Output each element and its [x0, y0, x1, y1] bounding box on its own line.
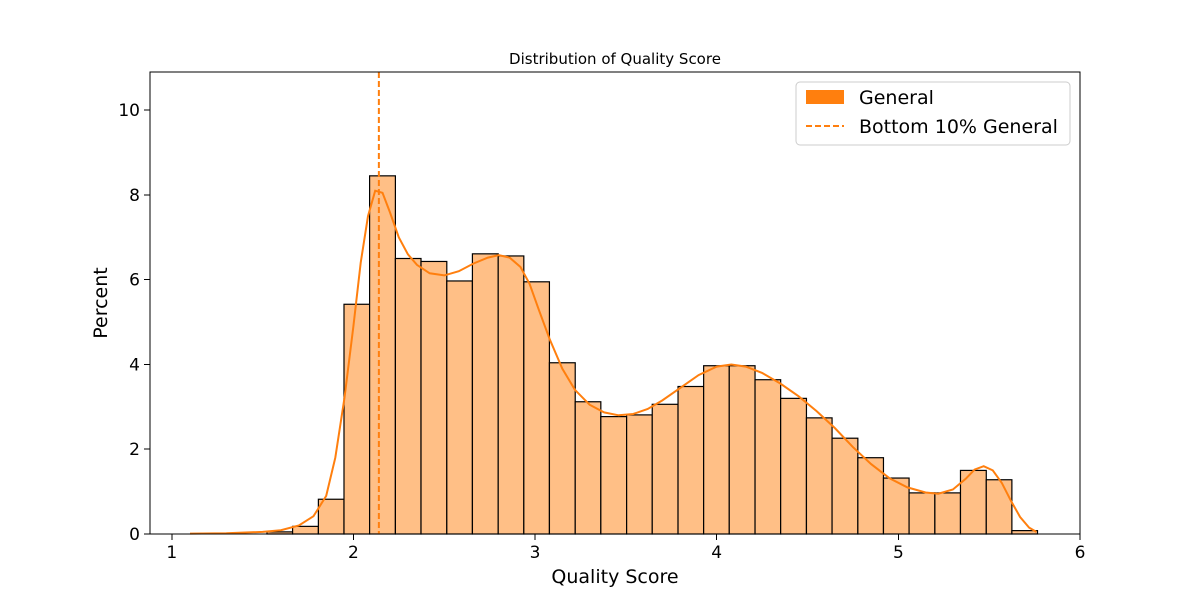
y-tick-label: 6: [129, 271, 140, 291]
histogram-bar: [985, 479, 1013, 535]
histogram-bar: [574, 401, 602, 535]
histogram-bar: [369, 175, 396, 535]
histogram-bar: [343, 303, 371, 535]
y-tick-label: 0: [129, 525, 140, 545]
histogram-bar: [677, 385, 705, 535]
x-axis-ticks: 1 2 3 4 5 6: [166, 534, 1085, 563]
histogram-bar: [703, 365, 730, 535]
legend-box: [795, 81, 1071, 146]
histogram-bar: [497, 255, 525, 535]
histogram-bar: [857, 457, 885, 535]
legend-label-bottom-10: Bottom 10% General: [859, 116, 1058, 138]
histogram-bars: [266, 175, 1039, 535]
y-tick-label: 10: [118, 101, 140, 121]
y-tick-label: 4: [129, 355, 140, 375]
y-tick-label: 8: [129, 186, 140, 206]
histogram-bar: [728, 365, 756, 535]
y-axis-label: Percent: [90, 267, 112, 339]
kde-curve-group: [189, 189, 1037, 535]
x-tick-label: 3: [530, 543, 541, 563]
kde-curve: [189, 189, 1037, 535]
histogram-bar: [908, 492, 936, 535]
x-tick-label: 1: [166, 543, 177, 563]
histogram-bar: [805, 417, 833, 535]
plot-frame: [149, 71, 1081, 535]
histogram-bar: [934, 492, 962, 535]
histogram-bar: [446, 280, 474, 535]
y-axis-ticks: 0 2 4 6 8 10: [118, 101, 150, 545]
histogram-bar: [523, 281, 551, 535]
x-tick-label: 6: [1075, 543, 1086, 563]
x-tick-label: 4: [711, 543, 722, 563]
legend-swatch-general: [806, 90, 844, 104]
histogram-bar: [548, 362, 576, 535]
histogram-bar: [754, 379, 782, 535]
legend-label-general: General: [859, 87, 934, 109]
histogram-bar: [626, 414, 653, 535]
histogram-bar: [471, 253, 499, 535]
y-tick-label: 2: [129, 440, 140, 460]
histogram-bar: [780, 397, 808, 535]
x-axis-label: Quality Score: [551, 566, 678, 588]
legend: General Bottom 10% General: [795, 81, 1071, 146]
chart-title: Distribution of Quality Score: [509, 50, 721, 68]
x-tick-label: 5: [893, 543, 904, 563]
histogram-bar: [651, 403, 679, 535]
histogram-bar: [291, 525, 319, 535]
histogram-bar: [317, 498, 345, 535]
histogram-bar: [831, 437, 859, 535]
histogram-bar: [600, 415, 628, 535]
histogram-bar: [394, 257, 422, 535]
x-tick-label: 2: [348, 543, 359, 563]
histogram-bar: [420, 260, 448, 535]
